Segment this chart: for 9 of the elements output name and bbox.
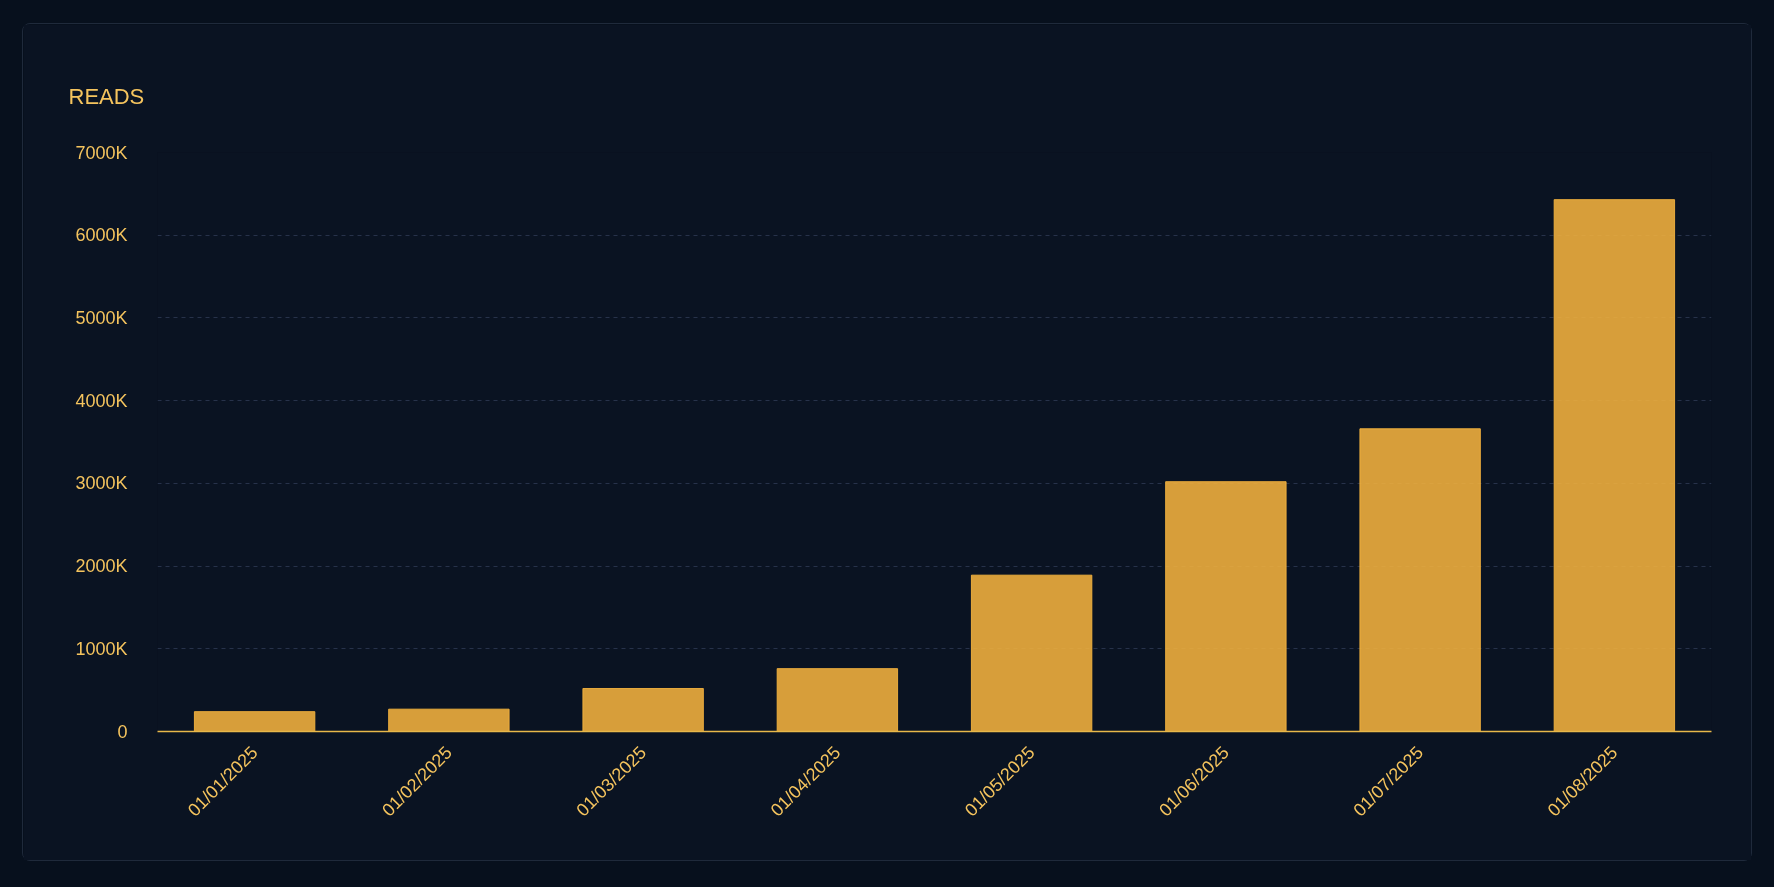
y-tick-label: 4000K xyxy=(75,390,128,411)
y-tick-label: 3000K xyxy=(75,473,128,494)
y-tick-label: 1000K xyxy=(75,638,128,659)
y-tick-label: 0 xyxy=(117,721,128,742)
y-tick-label: 7000K xyxy=(75,142,128,163)
chart-title: READS xyxy=(68,83,145,109)
y-tick-label: 6000K xyxy=(75,225,128,246)
y-tick-label: 5000K xyxy=(75,307,128,328)
y-tick-label: 2000K xyxy=(75,556,128,577)
